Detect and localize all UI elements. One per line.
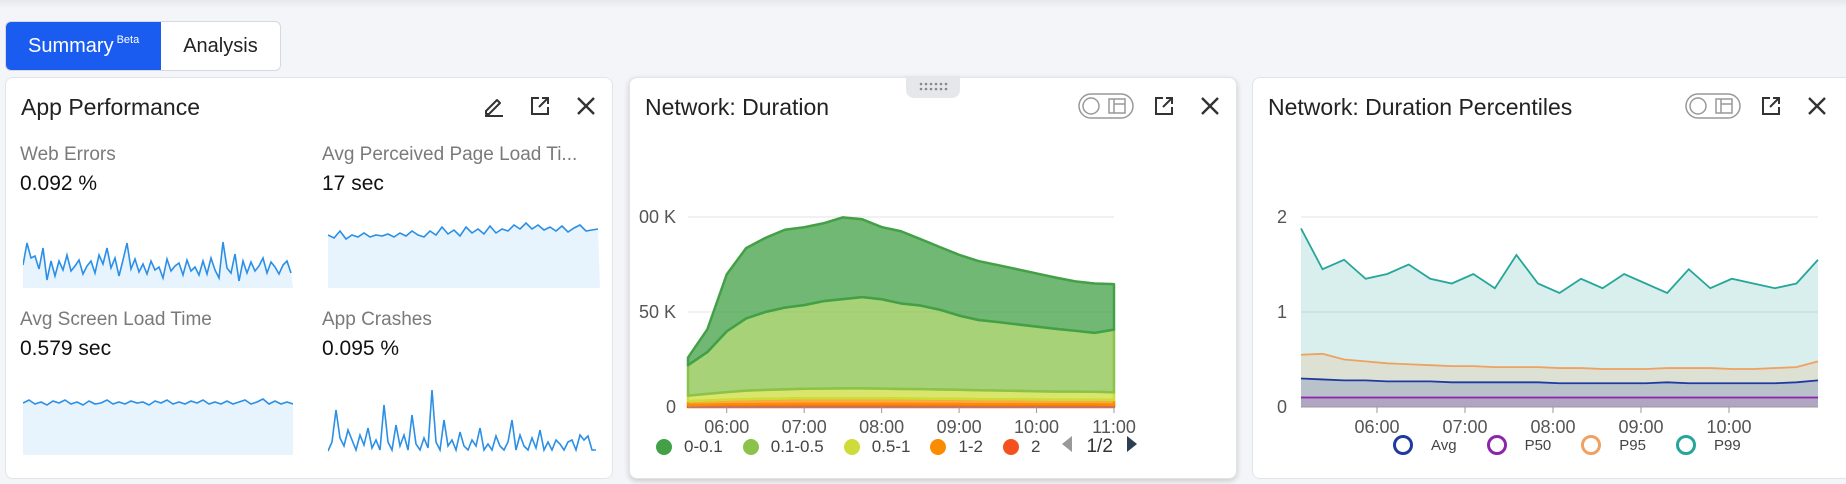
y-tick-label: 00 K bbox=[639, 207, 676, 227]
legend-pager: 1/2 bbox=[1060, 434, 1138, 460]
open-external-icon[interactable] bbox=[524, 90, 556, 122]
legend-item[interactable]: 0-0.1 bbox=[656, 437, 723, 457]
network-duration-card: Network: Duration 00 K 50 K 0 06:00 07:00 08:… bbox=[629, 76, 1238, 479]
metric-web-errors[interactable]: Web Errors 0.092 % bbox=[20, 144, 295, 196]
legend-item[interactable]: P99 bbox=[1675, 435, 1741, 455]
app-performance-card: App Performance Web Errors 0.092 % Avg P… bbox=[5, 77, 613, 479]
network-percentiles-chart[interactable]: 2 1 0 06:00 07:00 08:00 09:00 10:00 bbox=[1253, 138, 1846, 438]
area-series-0-0.1[interactable] bbox=[686, 216, 1116, 367]
legend-label: 0.1-0.5 bbox=[770, 437, 824, 456]
area-fill-P95 bbox=[1301, 353, 1818, 407]
metric-value: 0.092 % bbox=[20, 172, 98, 195]
beta-badge: Beta bbox=[116, 34, 140, 46]
card-title: App Performance bbox=[21, 94, 200, 120]
legend-item[interactable]: 0.1-0.5 bbox=[742, 437, 824, 457]
legend-swatch bbox=[742, 439, 759, 455]
sparkline-screen-load bbox=[23, 398, 293, 455]
card-title: Network: Duration bbox=[645, 94, 830, 120]
legend-item[interactable]: 1-2 bbox=[930, 437, 983, 457]
legend-item[interactable]: 2 bbox=[1003, 437, 1040, 457]
chevron-right-icon[interactable] bbox=[1125, 434, 1139, 460]
metric-value: 0.095 % bbox=[322, 337, 400, 360]
area-fill-P99 bbox=[1301, 228, 1818, 407]
y-tick-label: 0 bbox=[666, 397, 676, 417]
x-tick-label: 10:00 bbox=[1706, 417, 1751, 437]
legend-swatch bbox=[1393, 435, 1413, 455]
legend-label: P99 bbox=[1713, 436, 1741, 454]
card-title: Network: Duration Percentiles bbox=[1268, 94, 1573, 120]
close-icon[interactable] bbox=[570, 90, 602, 122]
metric-value: 0.579 sec bbox=[20, 337, 112, 360]
metric-value: 17 sec bbox=[322, 172, 384, 195]
tab-summary[interactable]: Summary Beta bbox=[6, 22, 162, 70]
network-percentiles-legend: Avg P50 P95 P99 bbox=[1393, 435, 1771, 455]
network-duration-legend: 0-0.1 0.1-0.5 0.5-1 1-2 2 1/2 bbox=[656, 434, 1139, 460]
legend-swatch bbox=[930, 439, 947, 455]
legend-page-indicator: 1/2 bbox=[1086, 436, 1113, 457]
legend-item[interactable]: 0.5-1 bbox=[843, 437, 911, 457]
x-tick-label: 10:00 bbox=[1014, 417, 1059, 437]
metric-label: Avg Screen Load Time bbox=[20, 309, 212, 330]
line-series-Avg[interactable] bbox=[1300, 377, 1819, 385]
legend-label: Avg bbox=[1431, 436, 1457, 454]
line-series-P99[interactable] bbox=[1300, 227, 1819, 295]
sparkline-web-errors bbox=[23, 241, 293, 288]
chevron-left-icon[interactable] bbox=[1060, 434, 1074, 460]
area-fill-P50 bbox=[1301, 397, 1818, 407]
legend-item[interactable]: P95 bbox=[1581, 435, 1646, 455]
legend-swatch bbox=[1581, 435, 1602, 455]
legend-swatch bbox=[1003, 439, 1020, 455]
area-fill-Avg bbox=[1301, 378, 1818, 407]
drag-handle-icon[interactable] bbox=[906, 76, 960, 98]
legend-label: P50 bbox=[1524, 436, 1552, 454]
close-icon[interactable] bbox=[1194, 90, 1226, 122]
legend-item[interactable]: P50 bbox=[1486, 435, 1552, 455]
x-tick-label: 09:00 bbox=[937, 417, 982, 437]
x-tick-label: 07:00 bbox=[1442, 417, 1487, 437]
y-tick-label: 1 bbox=[1277, 302, 1287, 322]
sparkline-app-crashes bbox=[328, 389, 596, 453]
line-series-P95[interactable] bbox=[1300, 352, 1819, 370]
edit-icon[interactable] bbox=[478, 90, 510, 122]
y-tick-label: 50 K bbox=[639, 302, 676, 322]
legend-label: 0.5-1 bbox=[871, 437, 911, 456]
x-tick-label: 06:00 bbox=[1354, 417, 1399, 437]
close-icon[interactable] bbox=[1801, 90, 1833, 122]
x-tick-label: 11:00 bbox=[1092, 417, 1136, 437]
top-strip bbox=[0, 0, 1846, 8]
metric-label: Avg Perceived Page Load Ti... bbox=[322, 144, 578, 165]
network-percentiles-card: Network: Duration Percentiles 2 1 0 06:00 07… bbox=[1252, 77, 1846, 479]
metric-app-crashes[interactable]: App Crashes 0.095 % bbox=[322, 309, 597, 361]
open-external-icon[interactable] bbox=[1148, 90, 1180, 122]
legend-swatch bbox=[1486, 435, 1507, 455]
view-tabs: Summary Beta Analysis bbox=[5, 21, 281, 71]
network-duration-chart[interactable]: 00 K 50 K 0 06:00 07:00 08:00 09:00 10:00 11:00 bbox=[630, 138, 1238, 438]
x-tick-label: 06:00 bbox=[704, 417, 749, 437]
y-tick-label: 2 bbox=[1277, 207, 1287, 227]
legend-swatch bbox=[1675, 435, 1696, 455]
open-external-icon[interactable] bbox=[1755, 90, 1787, 122]
legend-label: P95 bbox=[1619, 436, 1646, 454]
x-tick-label: 09:00 bbox=[1618, 417, 1663, 437]
metric-label: App Crashes bbox=[322, 309, 432, 330]
metric-screen-load[interactable]: Avg Screen Load Time 0.579 sec bbox=[20, 309, 295, 361]
tab-analysis[interactable]: Analysis bbox=[161, 22, 279, 70]
toggle-switch[interactable] bbox=[1685, 92, 1741, 120]
toggle-switch[interactable] bbox=[1078, 92, 1134, 120]
y-tick-label: 0 bbox=[1277, 397, 1287, 417]
legend-swatch bbox=[656, 439, 672, 455]
x-tick-label: 08:00 bbox=[1530, 417, 1575, 437]
legend-label: 0-0.1 bbox=[684, 437, 723, 456]
x-tick-label: 08:00 bbox=[859, 417, 904, 437]
metric-page-load[interactable]: Avg Perceived Page Load Ti... 17 sec bbox=[322, 144, 598, 196]
legend-label: 2 bbox=[1031, 437, 1041, 456]
legend-swatch bbox=[843, 439, 860, 455]
metric-label: Web Errors bbox=[20, 144, 116, 165]
legend-label: 1-2 bbox=[958, 437, 984, 456]
tab-analysis-label: Analysis bbox=[183, 34, 258, 57]
x-tick-label: 07:00 bbox=[782, 417, 827, 437]
legend-item[interactable]: Avg bbox=[1393, 435, 1457, 455]
sparkline-page-load bbox=[328, 221, 600, 288]
tab-summary-label: Summary bbox=[28, 34, 114, 57]
